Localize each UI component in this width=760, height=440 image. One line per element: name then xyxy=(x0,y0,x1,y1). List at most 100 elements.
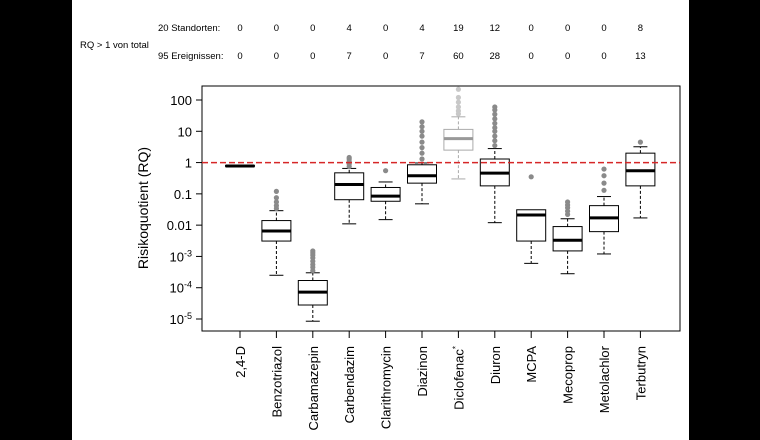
summary-value: 0 xyxy=(383,51,388,62)
box-clarithromycin xyxy=(370,168,401,221)
summary-value: 0 xyxy=(310,51,315,62)
outlier-point xyxy=(601,187,607,193)
outlier-point xyxy=(528,174,534,180)
summary-row-label: 20 Standorten: xyxy=(158,23,220,34)
outlier-point xyxy=(273,195,279,201)
outlier-point xyxy=(492,125,498,131)
outlier-point xyxy=(419,139,425,145)
outlier-point xyxy=(383,168,389,174)
outlier-point xyxy=(419,156,425,162)
box-2-4-d xyxy=(225,164,255,168)
box-mecoprop xyxy=(552,199,583,275)
summary-value: 4 xyxy=(419,23,424,34)
outlier-point xyxy=(565,199,571,205)
outlier-point xyxy=(455,104,461,110)
outlier-point xyxy=(455,108,461,114)
summary-value: 0 xyxy=(565,51,570,62)
x-tick-label: Terbutryn xyxy=(633,346,648,400)
x-tick-label: MCPA xyxy=(524,346,539,383)
x-tick-label: 2,4-D xyxy=(233,346,248,378)
outlier-point xyxy=(601,180,607,186)
outlier-point xyxy=(601,166,607,172)
box-diazinon xyxy=(407,119,437,205)
outlier-point xyxy=(455,94,461,101)
y-tick-label: 0.01 xyxy=(167,218,192,233)
summary-value: 0 xyxy=(310,23,315,34)
outlier-point xyxy=(419,119,425,125)
outlier-point xyxy=(273,188,279,194)
plot-frame xyxy=(201,85,681,332)
summary-value: 12 xyxy=(490,23,501,34)
y-tick-label: 1 xyxy=(185,156,192,171)
y-tick-label: 10-4 xyxy=(170,280,192,296)
x-tick-label: Diazinon xyxy=(415,346,430,397)
box-metolachlor xyxy=(589,166,619,255)
x-tick-label: Benzotriazol xyxy=(269,346,284,418)
box-terbutryn xyxy=(625,139,656,219)
outlier-point xyxy=(310,248,316,254)
summary-value: 0 xyxy=(237,23,242,34)
summary-value: 60 xyxy=(453,51,464,62)
outlier-point xyxy=(492,128,498,134)
summary-value: 0 xyxy=(601,23,606,34)
x-axis: 2,4-D Benzotriazol Carbamazepin Carbendazim… xyxy=(233,331,648,431)
box-diuron xyxy=(479,104,510,224)
outlier-point xyxy=(419,128,425,134)
box-carbendazim xyxy=(334,154,365,225)
summary-value: 4 xyxy=(347,23,352,34)
summary-value: 0 xyxy=(529,51,534,62)
outlier-point xyxy=(419,145,425,151)
box xyxy=(334,172,365,201)
y-tick-label: 10 xyxy=(178,124,192,139)
summary-table: RQ > 1 von total 20 Standorten: 0 0 0 4 0 4 19 12… xyxy=(80,23,646,62)
summary-header: RQ > 1 von total xyxy=(80,40,149,51)
outlier-point xyxy=(637,139,644,145)
outlier-point xyxy=(492,111,498,117)
boxes xyxy=(225,86,656,322)
y-tick-label: 10-5 xyxy=(170,311,192,327)
outlier-point xyxy=(419,133,425,139)
y-tick-label: 0.1 xyxy=(174,187,192,202)
outlier-point xyxy=(492,116,498,122)
box-mcpa xyxy=(516,174,547,264)
summary-value: 0 xyxy=(383,23,388,34)
y-axis: 100 10 1 0.1 0.01 10-3 10-4 10-5 xyxy=(167,93,202,327)
summary-value: 0 xyxy=(237,51,242,62)
summary-value: 13 xyxy=(635,51,646,62)
box-carbamazepin xyxy=(297,248,328,322)
chart-panel: RQ > 1 von total 20 Standorten: 0 0 0 4 0 4 19 12… xyxy=(72,0,689,440)
summary-value: 0 xyxy=(529,23,534,34)
outlier-point xyxy=(419,124,425,130)
summary-value: 0 xyxy=(274,51,279,62)
y-axis-label: Risikoquotient (RQ) xyxy=(135,147,151,269)
y-tick-label: 100 xyxy=(170,93,192,108)
summary-value: 19 xyxy=(453,23,464,34)
outlier-point xyxy=(492,104,498,110)
x-tick-label: Diclofenac* xyxy=(451,346,466,410)
outlier-point xyxy=(455,99,461,105)
outlier-point xyxy=(492,138,498,144)
outlier-point xyxy=(492,120,498,126)
outlier-point xyxy=(601,173,607,179)
outlier-point xyxy=(492,142,498,149)
x-tick-label: Mecoprop xyxy=(561,346,576,404)
summary-value: 0 xyxy=(601,51,606,62)
outlier-point xyxy=(346,154,352,161)
x-tick-label: Diuron xyxy=(488,346,503,384)
x-tick-label: Carbendazim xyxy=(342,346,357,423)
summary-value: 0 xyxy=(565,23,570,34)
y-tick-label: 10-3 xyxy=(170,248,192,264)
summary-value: 7 xyxy=(419,51,424,62)
x-tick-label: Metolachlor xyxy=(597,345,612,413)
outlier-point xyxy=(492,133,498,139)
outlier-point xyxy=(273,203,279,209)
x-tick-label: Clarithromycin xyxy=(379,346,394,429)
summary-row-label: 95 Ereignissen: xyxy=(158,51,223,62)
box-benzotriazol xyxy=(261,188,292,276)
summary-value: 7 xyxy=(347,51,352,62)
summary-value: 28 xyxy=(490,51,501,62)
x-tick-label: Carbamazepin xyxy=(306,346,321,431)
box-diclofenac xyxy=(443,86,474,180)
outlier-point xyxy=(419,150,425,156)
